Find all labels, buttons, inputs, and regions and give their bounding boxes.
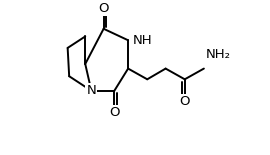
Text: N: N [86, 84, 96, 97]
Text: O: O [180, 95, 190, 108]
Text: NH: NH [133, 34, 152, 47]
Text: NH₂: NH₂ [205, 48, 230, 61]
Text: O: O [98, 2, 109, 15]
Text: O: O [109, 106, 120, 120]
